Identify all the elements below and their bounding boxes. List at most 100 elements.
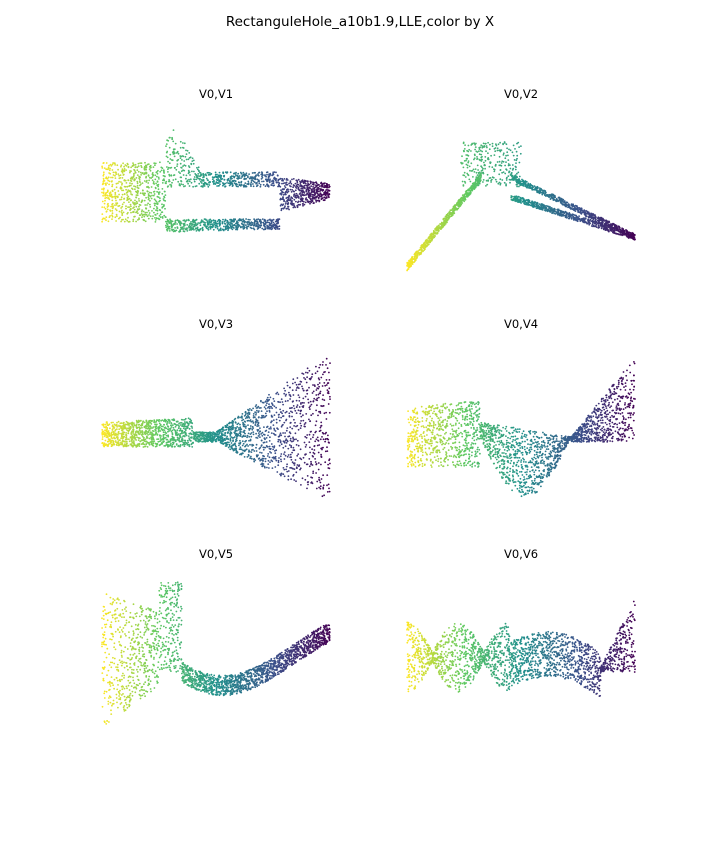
scatter-point bbox=[233, 227, 235, 229]
scatter-point bbox=[218, 223, 221, 225]
scatter-point bbox=[238, 177, 241, 180]
scatter-point bbox=[174, 178, 177, 181]
scatter-point bbox=[274, 455, 277, 458]
scatter-point bbox=[204, 182, 207, 184]
scatter-point bbox=[420, 248, 423, 251]
scatter-point bbox=[117, 190, 120, 192]
subplot-v0-v2: V0,V2 bbox=[401, 87, 641, 277]
scatter-point bbox=[196, 168, 199, 171]
scatter-point bbox=[268, 440, 271, 442]
scatter-point bbox=[105, 162, 108, 164]
scatter-point bbox=[503, 181, 506, 184]
scatter-point bbox=[104, 207, 107, 210]
scatter-point bbox=[282, 196, 284, 198]
scatter-point bbox=[214, 183, 217, 185]
scatter-point bbox=[148, 168, 151, 170]
scatter-point bbox=[507, 175, 510, 177]
scatter-point bbox=[183, 142, 186, 145]
scatter-point bbox=[261, 173, 264, 176]
scatter-point bbox=[140, 174, 142, 176]
scatter-point bbox=[127, 221, 130, 223]
scatter-point bbox=[552, 199, 555, 201]
scatter-point bbox=[234, 173, 237, 175]
scatter-point bbox=[420, 252, 422, 255]
scatter-point bbox=[469, 169, 471, 172]
scatter-point bbox=[282, 207, 284, 210]
scatter-point bbox=[610, 229, 613, 231]
scatter-point bbox=[219, 174, 222, 177]
scatter-point bbox=[509, 164, 511, 166]
scatter-point bbox=[247, 180, 250, 183]
scatter-point bbox=[224, 185, 226, 188]
scatter-point bbox=[316, 199, 319, 202]
scatter-point bbox=[306, 199, 309, 201]
scatter-point bbox=[305, 189, 308, 192]
scatter-point bbox=[162, 174, 165, 177]
scatter-point bbox=[444, 219, 447, 221]
scatter-point bbox=[318, 184, 320, 186]
scatter-point bbox=[233, 176, 236, 179]
scatter-point bbox=[141, 189, 144, 192]
scatter-point bbox=[263, 228, 266, 231]
scatter-point bbox=[300, 420, 302, 422]
scatter-point bbox=[141, 209, 143, 212]
scatter-point bbox=[267, 459, 270, 462]
scatter-point bbox=[617, 233, 620, 236]
scatter-point bbox=[239, 439, 241, 442]
scatter-point bbox=[578, 215, 580, 217]
scatter-point bbox=[169, 158, 172, 160]
scatter-point bbox=[123, 197, 126, 200]
scatter-point bbox=[133, 208, 136, 211]
scatter-point bbox=[147, 209, 150, 212]
scatter-point bbox=[304, 395, 307, 398]
scatter-point bbox=[567, 203, 570, 205]
scatter-point bbox=[560, 210, 562, 212]
scatter-point bbox=[212, 219, 215, 221]
scatter-point bbox=[242, 227, 245, 230]
scatter-point bbox=[523, 198, 525, 201]
scatter-point bbox=[297, 178, 300, 181]
scatter-point bbox=[255, 182, 258, 185]
scatter-point bbox=[172, 179, 175, 181]
scatter-point bbox=[605, 224, 608, 227]
scatter-point bbox=[633, 238, 636, 241]
scatter-point bbox=[474, 143, 476, 146]
scatter-point bbox=[467, 154, 470, 157]
scatter-point bbox=[448, 211, 451, 213]
scatter-point bbox=[152, 215, 154, 217]
scatter-point bbox=[322, 484, 325, 487]
scatter-point bbox=[262, 180, 265, 183]
scatter-point bbox=[135, 194, 138, 196]
scatter-point bbox=[328, 387, 331, 390]
scatter-point bbox=[476, 174, 479, 176]
scatter-point bbox=[171, 136, 173, 139]
scatter-point bbox=[271, 420, 273, 423]
scatter-point bbox=[159, 199, 161, 202]
subplot-title: V0,V3 bbox=[198, 317, 234, 331]
scatter-point bbox=[506, 147, 508, 150]
scatter-point bbox=[182, 219, 185, 222]
scatter-point bbox=[155, 209, 157, 212]
scatter-point bbox=[126, 212, 129, 215]
scatter-point bbox=[168, 228, 171, 230]
scatter-point bbox=[257, 173, 259, 175]
scatter-point bbox=[217, 182, 220, 184]
scatter-point bbox=[135, 205, 138, 208]
scatter-point bbox=[153, 211, 155, 214]
scatter-point bbox=[322, 486, 325, 489]
scatter-point bbox=[274, 228, 277, 230]
scatter-point bbox=[141, 192, 144, 195]
scatter-point bbox=[295, 480, 297, 483]
scatter-point bbox=[516, 176, 518, 179]
scatter-point bbox=[245, 174, 248, 177]
scatter-point bbox=[481, 166, 483, 169]
scatter-point bbox=[157, 430, 160, 433]
scatter-point bbox=[104, 193, 107, 196]
scatter-point bbox=[284, 203, 287, 205]
scatter-point bbox=[628, 234, 631, 237]
scatter-point bbox=[406, 265, 409, 267]
scatter-point bbox=[240, 177, 242, 179]
scatter-point bbox=[126, 162, 129, 165]
scatter-point bbox=[224, 218, 227, 221]
scatter-point bbox=[427, 243, 430, 246]
